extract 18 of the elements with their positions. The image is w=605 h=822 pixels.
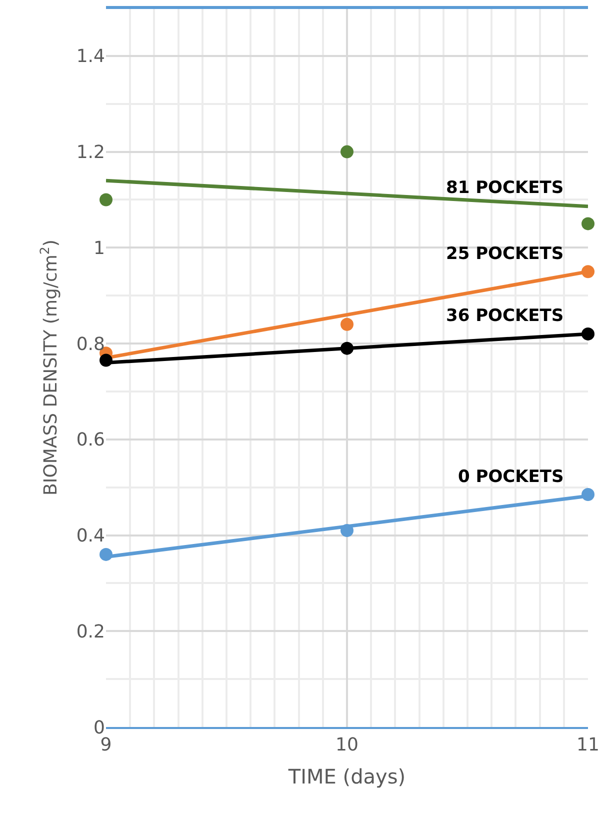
- x-axis-title: TIME (days): [287, 764, 406, 789]
- x-tick-label: 10: [336, 734, 358, 756]
- point: [100, 193, 112, 206]
- series-label: 81 POCKETS: [446, 178, 564, 198]
- y-tick-label: 0.4: [76, 526, 105, 547]
- y-tick-label: 0.6: [76, 430, 105, 451]
- y-tick-label: 1.2: [76, 142, 105, 164]
- series-label: 0 POCKETS: [458, 467, 564, 487]
- point: [582, 217, 594, 230]
- x-tick-label: 11: [576, 734, 600, 756]
- point: [340, 318, 354, 331]
- y-tick-label: 1.4: [76, 46, 105, 68]
- point: [340, 145, 354, 158]
- y-tick-label: 1: [94, 238, 105, 259]
- series-label: 25 POCKETS: [446, 244, 564, 264]
- y-tick-label: 0.8: [76, 334, 105, 355]
- series-label: 36 POCKETS: [446, 306, 564, 326]
- y-tick-label: 0.2: [76, 621, 105, 642]
